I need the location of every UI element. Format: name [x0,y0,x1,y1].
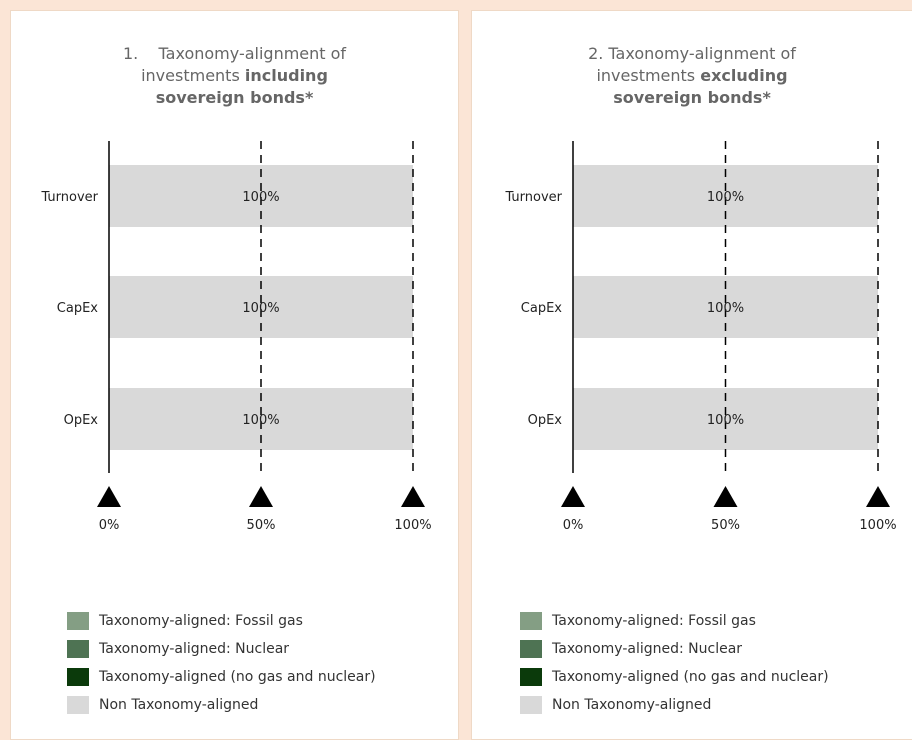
data-label: 100% [242,301,279,316]
legend-swatch [67,640,89,658]
legend-label: Non Taxonomy-aligned [552,697,712,713]
legend-swatch [520,612,542,630]
legend-label: Taxonomy-aligned: Nuclear [552,641,743,657]
legend-item-aligned-no-gas-nuclear: Taxonomy-aligned (no gas and nuclear) [520,663,829,691]
tick-label: 50% [711,518,740,533]
tick-marker-triangle [561,486,585,507]
chart-title-plain: Taxonomy-alignment of investments [596,44,796,85]
legend-label: Taxonomy-aligned (no gas and nuclear) [99,669,376,685]
legend-swatch [520,640,542,658]
legend-label: Taxonomy-aligned: Fossil gas [552,613,756,629]
legend-swatch [520,696,542,714]
data-label: 100% [707,301,744,316]
chart-title-prefix: 1. [122,44,139,63]
category-label: Turnover [504,190,562,205]
tick-marker-triangle [97,486,121,507]
chart-panel-including-sovereign: 1. Taxonomy-alignment of investments inc… [10,10,459,740]
chart-panel-excluding-sovereign: 2. Taxonomy-alignment of investments exc… [471,10,912,740]
category-label: OpEx [64,413,99,428]
category-label: CapEx [57,301,99,316]
legend-item-fossil-gas: Taxonomy-aligned: Fossil gas [520,607,829,635]
legend: Taxonomy-aligned: Fossil gas Taxonomy-al… [520,607,829,719]
chart-title-prefix: 2. [588,44,604,63]
category-label: CapEx [521,301,563,316]
tick-label: 100% [859,518,896,533]
tick-label: 100% [394,518,431,533]
legend-swatch [520,668,542,686]
chart-title-bold: excluding sovereign bonds* [613,66,788,107]
bar-chart: Turnover CapEx OpEx 100% 100% 100% 0% 50% 100% [504,141,897,533]
legend-item-nuclear: Taxonomy-aligned: Nuclear [520,635,829,663]
legend-swatch [67,612,89,630]
bar-chart: Turnover CapEx OpEx 100% 100% 100% 0% 50% 100% [40,141,432,533]
category-label: OpEx [528,413,563,428]
legend-label: Taxonomy-aligned: Fossil gas [99,613,303,629]
data-label: 100% [707,413,744,428]
chart-title: 1. Taxonomy-alignment of investments inc… [11,43,458,109]
data-label: 100% [242,190,279,205]
legend-label: Taxonomy-aligned (no gas and nuclear) [552,669,829,685]
legend-swatch [67,668,89,686]
legend: Taxonomy-aligned: Fossil gas Taxonomy-al… [67,607,376,719]
tick-marker-triangle [249,486,273,507]
legend-label: Taxonomy-aligned: Nuclear [99,641,290,657]
chart-title-plain: Taxonomy-alignment of investments [141,44,347,85]
data-label: 100% [707,190,744,205]
legend-swatch [67,696,89,714]
tick-label: 0% [99,518,120,533]
chart-title: 2. Taxonomy-alignment of investments exc… [472,43,912,109]
legend-item-nuclear: Taxonomy-aligned: Nuclear [67,635,376,663]
legend-item-aligned-no-gas-nuclear: Taxonomy-aligned (no gas and nuclear) [67,663,376,691]
tick-label: 50% [247,518,276,533]
chart-title-bold: including sovereign bonds* [155,66,328,107]
legend-item-fossil-gas: Taxonomy-aligned: Fossil gas [67,607,376,635]
tick-label: 0% [563,518,584,533]
category-label: Turnover [40,190,98,205]
legend-item-non-aligned: Non Taxonomy-aligned [520,691,829,719]
legend-item-non-aligned: Non Taxonomy-aligned [67,691,376,719]
tick-marker-triangle [713,486,738,507]
legend-label: Non Taxonomy-aligned [99,697,259,713]
data-label: 100% [242,413,279,428]
tick-marker-triangle [866,486,890,507]
tick-marker-triangle [401,486,425,507]
